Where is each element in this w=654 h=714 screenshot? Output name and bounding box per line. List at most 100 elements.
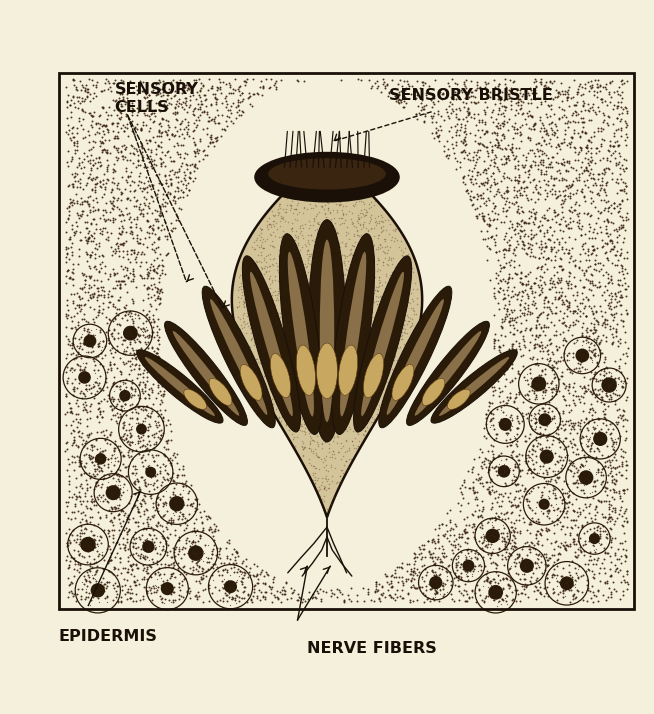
Point [530,508,540,519]
Point [493,286,504,297]
Point [345,248,356,259]
Point [358,281,368,293]
Point [128,531,138,542]
Point [99,85,109,96]
Point [556,523,566,535]
Point [532,572,542,583]
Point [519,175,529,186]
Point [99,77,110,89]
Point [607,454,617,466]
Point [384,589,394,600]
Point [534,578,545,589]
Point [107,117,118,129]
Point [549,329,560,341]
Point [544,412,555,423]
Point [335,196,345,207]
Point [519,583,529,594]
Point [71,136,82,147]
Point [368,279,378,291]
Point [205,131,215,142]
Point [256,311,267,323]
Point [208,575,218,586]
Point [122,587,133,598]
Point [154,569,165,580]
Point [165,588,176,600]
Point [562,310,573,321]
Point [547,413,557,425]
Point [526,112,537,124]
Point [513,368,524,380]
Point [310,471,320,483]
Point [604,88,614,99]
Point [158,575,168,587]
Point [339,301,349,313]
Point [558,377,568,388]
Point [92,411,102,423]
Point [358,184,368,196]
Point [519,482,530,493]
Point [103,231,113,243]
Point [560,543,570,554]
Point [145,220,155,231]
Point [181,121,192,132]
Point [260,292,270,303]
Point [591,368,601,379]
Point [307,203,318,214]
Point [361,362,371,373]
Point [406,330,417,341]
Point [532,558,542,569]
Point [477,138,488,149]
Point [78,338,88,349]
Point [431,588,441,599]
Point [575,478,585,489]
Point [239,297,249,308]
Point [356,74,366,86]
Point [484,458,494,469]
Point [280,263,290,274]
Point [487,89,498,100]
Point [264,580,274,591]
Point [307,365,317,376]
Point [621,378,631,389]
Point [82,569,93,580]
Point [339,595,349,606]
Point [119,524,129,536]
Point [600,419,611,431]
Point [499,150,509,161]
Point [264,287,275,298]
Point [236,87,247,99]
Point [548,588,559,599]
Point [494,246,505,257]
Point [209,141,219,152]
Point [405,321,416,332]
Point [165,224,176,236]
Point [608,503,618,514]
Point [489,453,499,464]
Point [599,398,610,410]
Point [334,237,345,248]
Point [577,467,587,478]
Point [564,271,574,282]
Point [491,360,502,371]
Point [513,175,524,186]
Point [228,577,238,588]
Point [159,386,169,397]
Point [397,333,407,344]
Point [168,581,179,593]
Point [391,293,402,305]
Point [375,595,385,607]
Point [593,174,603,185]
Point [150,416,161,427]
Point [572,84,583,95]
Point [570,305,580,316]
Point [581,565,591,577]
Point [366,209,377,221]
Point [188,175,199,186]
Point [543,233,554,245]
Point [610,288,620,299]
Point [543,462,554,473]
Point [267,218,278,230]
Point [588,173,598,184]
Point [426,110,436,121]
Point [351,252,362,263]
